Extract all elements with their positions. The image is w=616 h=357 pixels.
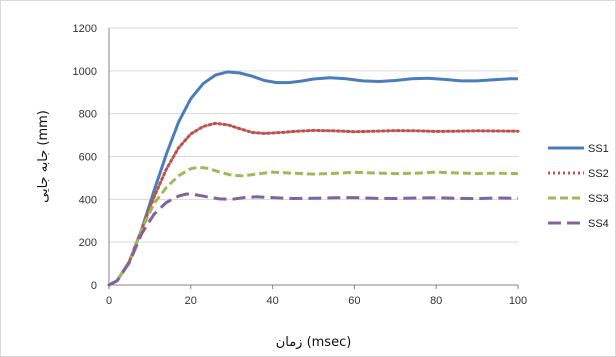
axes-layer: 0 200 400 600 800 1000 1200 0 20 40 60 80 100 — [73, 23, 528, 307]
x-tick-label: 0 — [106, 295, 112, 307]
x-axis-title: زمان (msec) — [276, 335, 352, 350]
series-layer — [107, 70, 520, 287]
y-tick-label: 1200 — [73, 23, 97, 35]
x-tick-label: 60 — [348, 295, 360, 307]
grid-layer — [109, 27, 518, 243]
y-tick-label: 800 — [79, 109, 97, 121]
y-axis-title: جابه جایی (mm) — [36, 110, 51, 203]
y-tick-label: 200 — [79, 237, 97, 249]
y-tick-label: 1000 — [73, 66, 97, 78]
y-tick-label: 400 — [79, 194, 97, 206]
legend-label-ss4: SS4 — [588, 218, 609, 230]
x-tick-label: 40 — [266, 295, 278, 307]
series-line-ss3 — [108, 165, 519, 287]
y-tick-label: 0 — [91, 280, 97, 292]
series-line-ss1 — [108, 70, 518, 287]
legend-label-ss1: SS1 — [588, 143, 609, 155]
y-tick-label: 600 — [79, 152, 97, 164]
x-tick-label: 80 — [430, 295, 442, 307]
series-line-ss4 — [108, 192, 519, 287]
legend-label-ss3: SS3 — [588, 193, 609, 205]
legend: SS1 SS2 SS3 SS4 — [548, 143, 609, 230]
series-line-ss2 — [107, 121, 520, 287]
legend-label-ss2: SS2 — [588, 168, 609, 180]
x-tick-label: 20 — [185, 295, 197, 307]
x-tick-label: 100 — [509, 295, 527, 307]
